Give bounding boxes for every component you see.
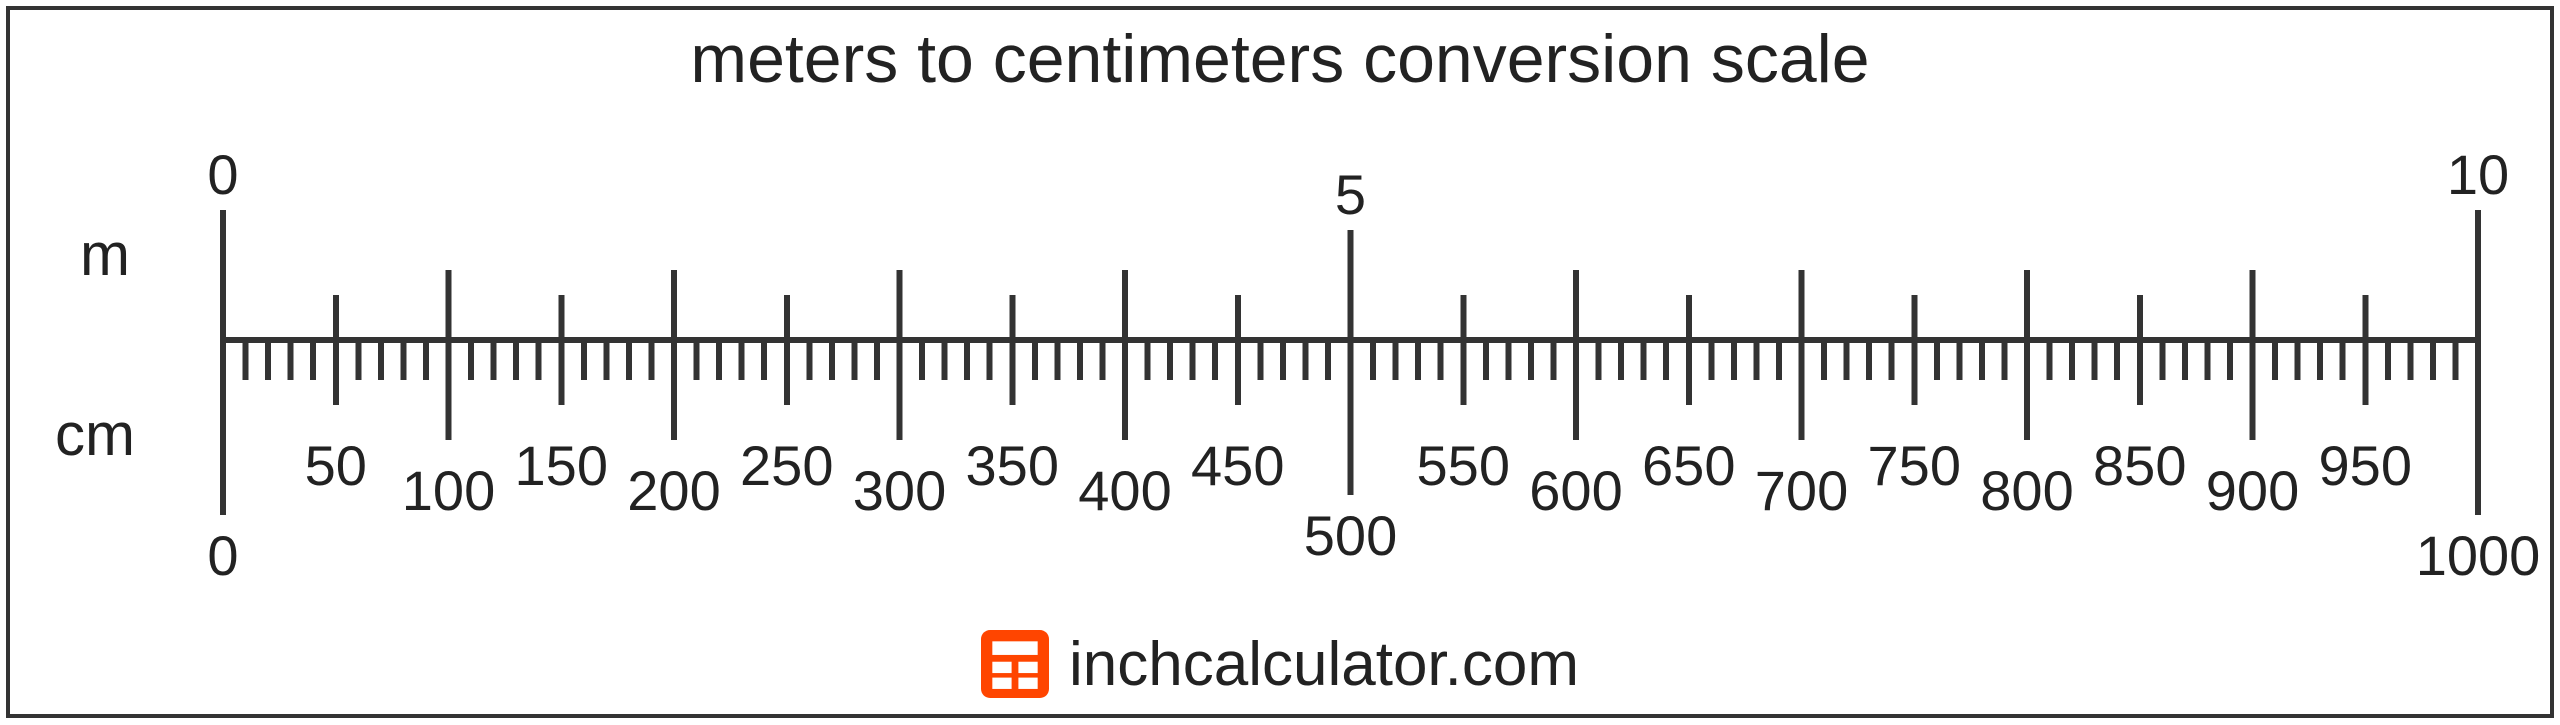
cm-tick-label: 550 [1417, 433, 1510, 498]
cm-tick-label: 700 [1755, 458, 1848, 523]
cm-tick-label: 200 [627, 458, 720, 523]
cm-tick-label: 0 [207, 523, 238, 588]
calculator-icon [981, 630, 1049, 698]
cm-tick-label: 500 [1304, 503, 1397, 568]
cm-tick-label: 650 [1642, 433, 1735, 498]
cm-tick-label: 900 [2206, 458, 2299, 523]
cm-tick-label: 850 [2093, 433, 2186, 498]
meter-tick-label: 10 [2447, 142, 2509, 207]
cm-tick-label: 600 [1529, 458, 1622, 523]
cm-tick-label: 400 [1078, 458, 1171, 523]
meter-tick-label: 0 [207, 142, 238, 207]
bottom-unit-label: cm [55, 400, 135, 469]
footer: inchcalculator.com [0, 629, 2560, 704]
cm-tick-label: 300 [853, 458, 946, 523]
cm-tick-label: 150 [515, 433, 608, 498]
cm-tick-label: 1000 [2416, 523, 2541, 588]
cm-tick-label: 750 [1868, 433, 1961, 498]
cm-tick-label: 450 [1191, 433, 1284, 498]
cm-tick-label: 50 [305, 433, 367, 498]
ruler-svg [0, 0, 2560, 725]
cm-tick-label: 350 [966, 433, 1059, 498]
ruler: m cm 0 5 10 0 500 1000 100 200 300 400 600 700 800 9… [0, 0, 2560, 725]
cm-tick-label: 250 [740, 433, 833, 498]
top-unit-label: m [80, 220, 130, 289]
cm-tick-label: 950 [2319, 433, 2412, 498]
meter-tick-label: 5 [1335, 162, 1366, 227]
footer-text: inchcalculator.com [1069, 629, 1579, 700]
cm-tick-label: 800 [1980, 458, 2073, 523]
cm-tick-label: 100 [402, 458, 495, 523]
